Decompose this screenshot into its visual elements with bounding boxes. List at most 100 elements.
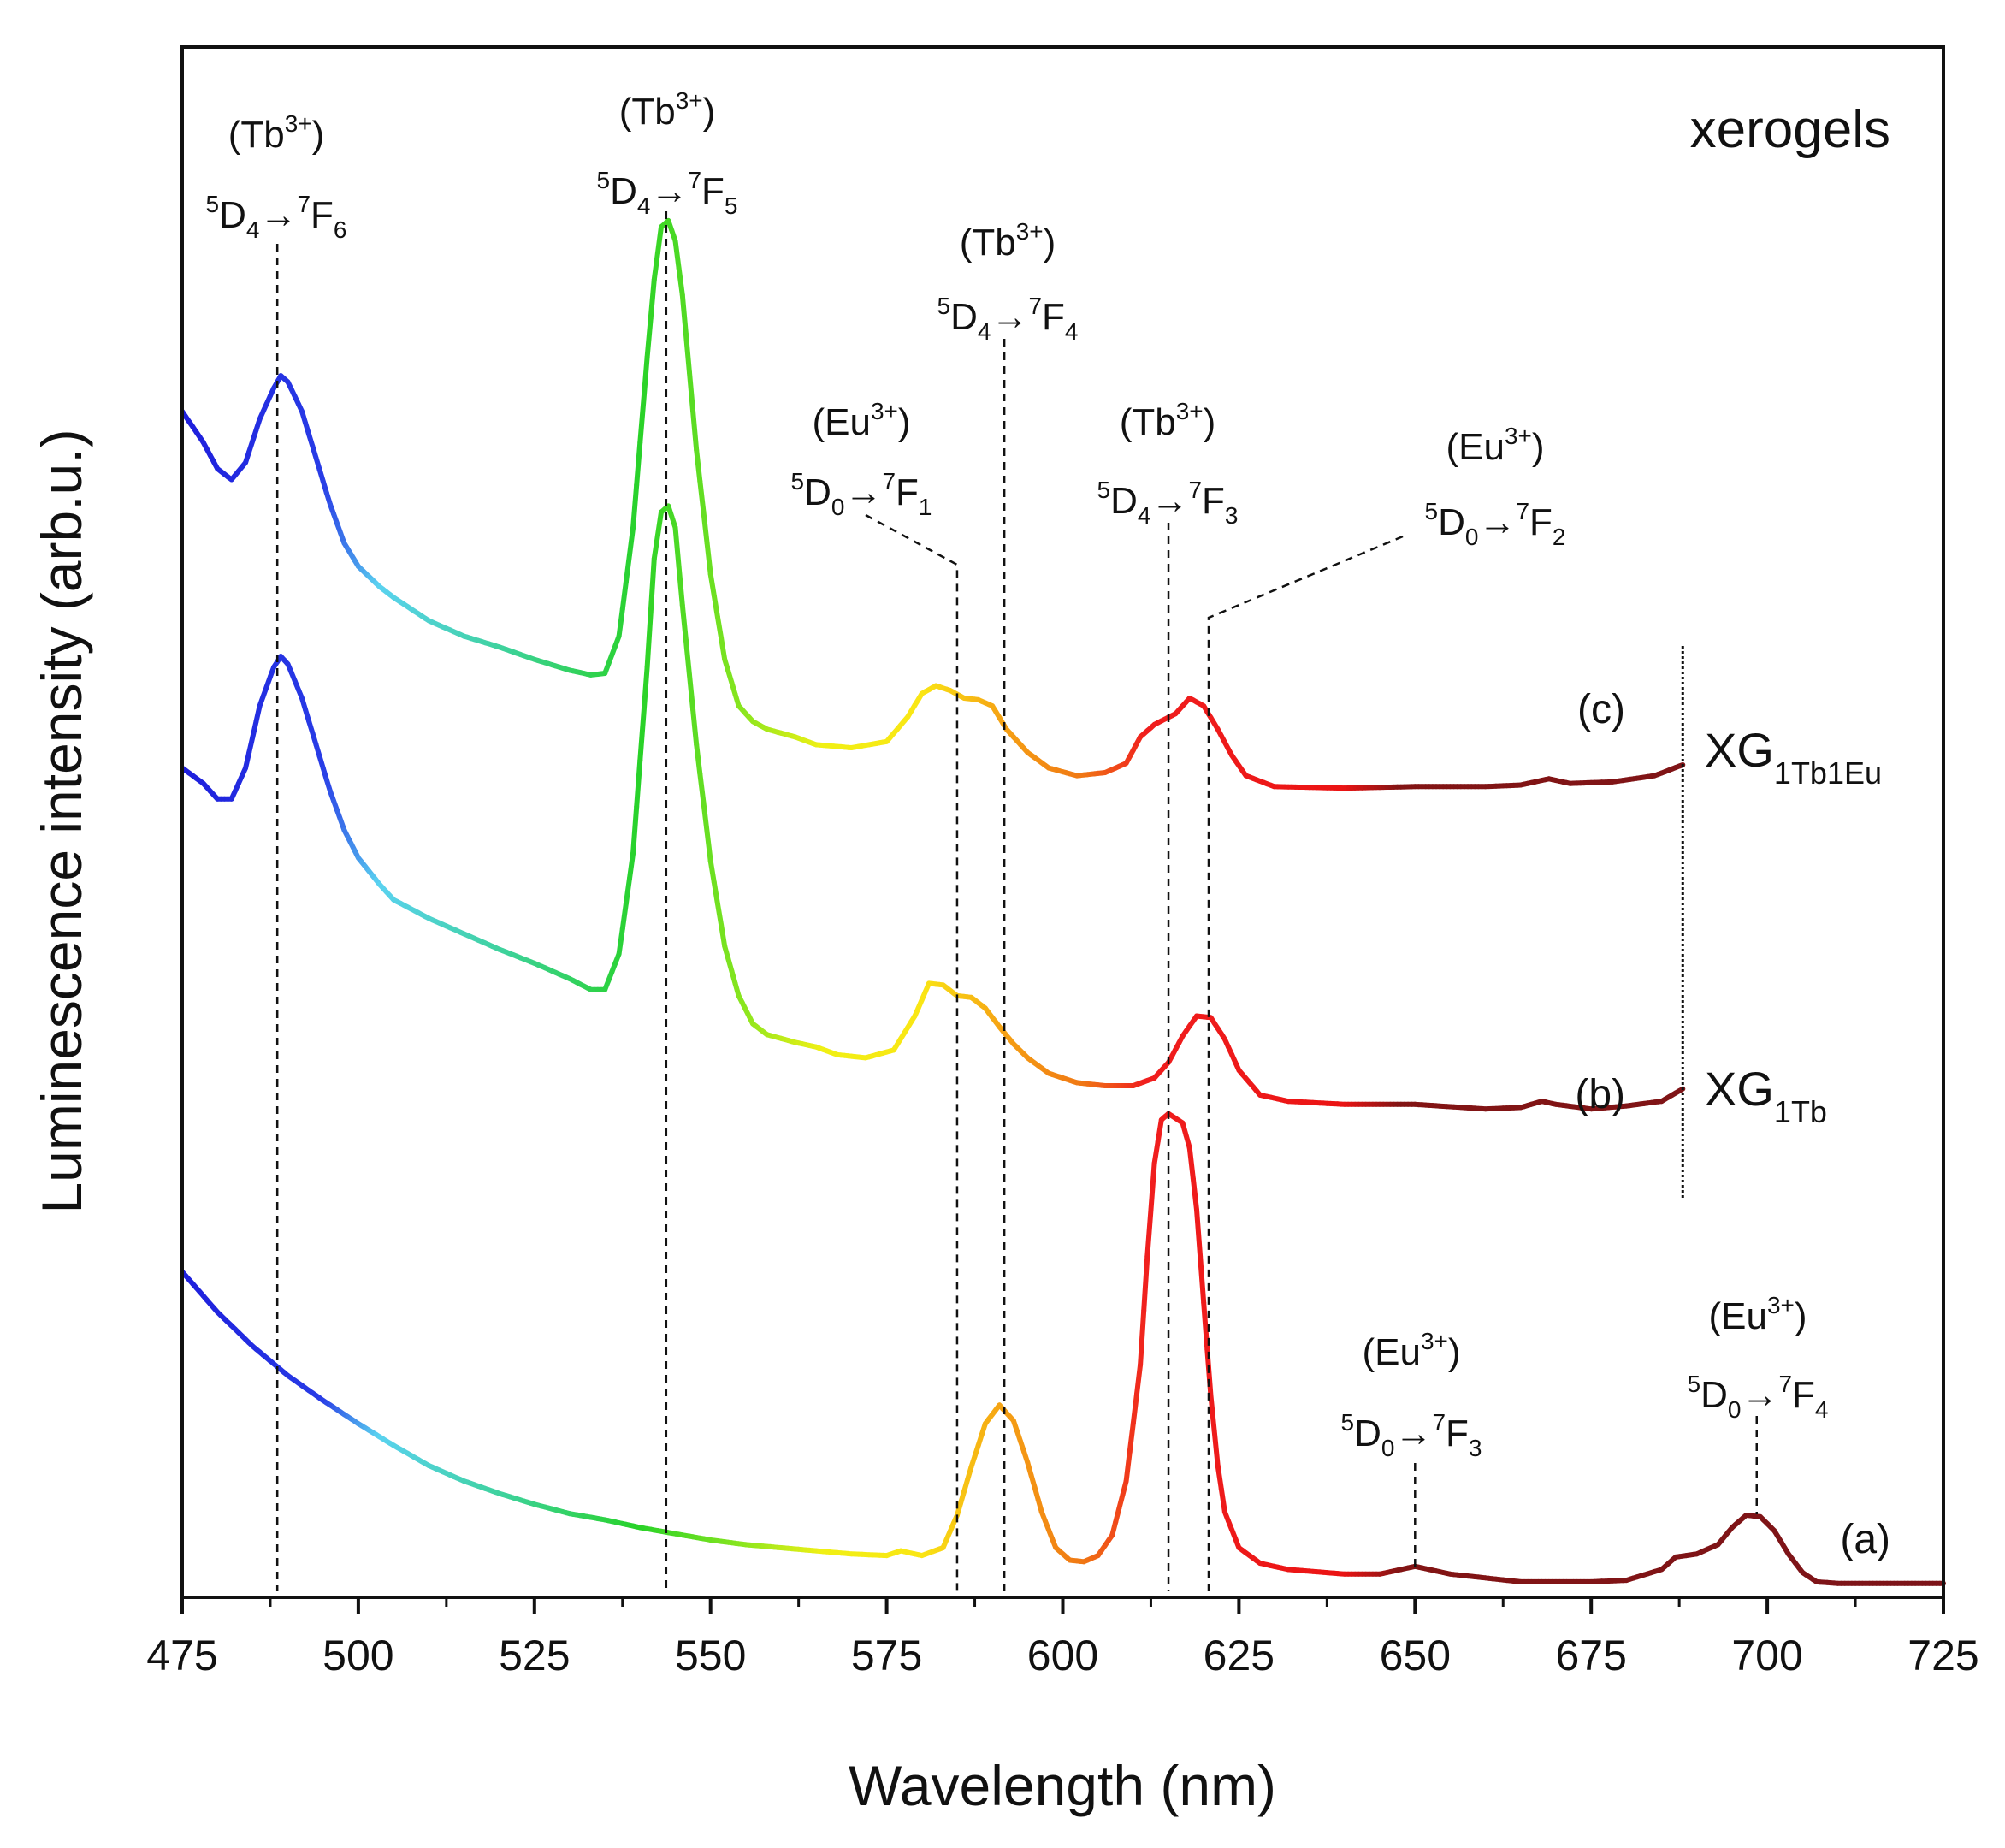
guide-lines-layer [275, 211, 1758, 1591]
series-b-segment [253, 703, 263, 725]
series-c-segment [714, 613, 725, 641]
series-a-segment [1211, 1428, 1221, 1468]
series-c-segment [676, 265, 685, 298]
series-b-segment [683, 637, 692, 678]
series-b-segment [701, 800, 710, 835]
series-c-segment [616, 606, 625, 639]
series-b-segment [641, 664, 650, 717]
series-a-segment [1190, 1176, 1199, 1212]
series-b-segment [719, 922, 728, 949]
series-b-segment [690, 707, 700, 748]
annotation-7: (Eu3+) 5D0→7F3 [1341, 1328, 1482, 1461]
panel-label: xerogels [1690, 100, 1890, 159]
annotation-transition: 5D0→7F2 [1425, 498, 1566, 550]
series-b-segment [714, 901, 725, 927]
series-b-segment [627, 850, 636, 881]
series-a-segment [1130, 1391, 1139, 1426]
x-tick-label: 550 [675, 1632, 746, 1679]
series-b-segment [637, 711, 647, 763]
series-b-segment [687, 672, 696, 713]
series-c-segment [690, 408, 700, 453]
annotation-8: (Eu3+) 5D0→7F4 [1688, 1292, 1829, 1423]
guide-eu-d0f2 [1207, 535, 1404, 1591]
series-a-segment [1186, 1145, 1196, 1182]
series-b-segment [707, 858, 717, 886]
x-tick-label: 725 [1907, 1632, 1978, 1679]
series-b-segment [623, 875, 632, 907]
series-a-segment [1144, 1207, 1154, 1259]
series-c-segment [697, 478, 707, 515]
series-c-segment [623, 552, 632, 585]
series-a-segment [1208, 1393, 1217, 1434]
series-c-segment [672, 238, 682, 271]
series-c-segment [704, 540, 713, 578]
series-a-segment [1151, 1139, 1161, 1166]
series-c-segment [707, 572, 717, 598]
x-tick-label: 575 [851, 1632, 922, 1679]
series-b-segment [672, 524, 682, 569]
series-b-segment [697, 771, 707, 806]
x-tick-label: 650 [1380, 1632, 1451, 1679]
series-b-segment [704, 829, 713, 864]
series-a-segment [1134, 1362, 1144, 1397]
annotation-6: (Eu3+) 5D0→7F2 [1425, 423, 1566, 550]
series-c-segment [630, 482, 640, 530]
series-c-line [180, 217, 1686, 791]
annotation-ion: (Eu3+) [1446, 423, 1544, 468]
series-c-name: XG1Tb1Eu [1705, 723, 1882, 791]
series-b-segment [634, 757, 643, 809]
annotation-transition: 5D4→7F4 [937, 293, 1079, 345]
series-c-segment [711, 593, 720, 619]
series-b-segment [619, 901, 629, 932]
x-axis-ticks: 475 500 525 550 575 600 625 650 675 700 725 [146, 1597, 1979, 1679]
series-a-segment [1198, 1253, 1207, 1306]
annotation-transition: 5D0→7F1 [791, 468, 932, 520]
series-a-segment [1127, 1420, 1136, 1455]
annotation-3: (Tb3+) 5D4→7F4 [937, 218, 1079, 345]
series-b-segment [246, 734, 256, 755]
series-a-segment [1194, 1207, 1204, 1259]
annotation-transition: 5D4→7F3 [1097, 477, 1239, 529]
series-c-segment [701, 509, 710, 546]
series-a-segment [1123, 1449, 1133, 1484]
series-a-segment [1218, 1486, 1227, 1515]
curves-layer [180, 217, 1946, 1586]
series-a-segment [1148, 1160, 1157, 1212]
series-c-segment [687, 370, 696, 414]
series-c-segment [627, 524, 636, 558]
labels-layer: xerogels Wavelength (nm) Luminescence in… [30, 100, 1890, 1817]
series-b-segment [250, 719, 259, 740]
x-tick-label: 475 [146, 1632, 217, 1679]
x-axis-title: Wavelength (nm) [849, 1754, 1276, 1817]
x-tick-label: 500 [322, 1632, 393, 1679]
series-c-segment [719, 635, 728, 662]
x-tick-label: 625 [1204, 1632, 1275, 1679]
series-b-segment [694, 742, 703, 777]
annotation-ion: (Tb3+) [228, 110, 325, 156]
series-a-tag: (a) [1840, 1517, 1890, 1562]
series-a-line [180, 1111, 1946, 1586]
annotation-transition: 5D0→7F4 [1688, 1371, 1829, 1423]
series-a-segment [1141, 1253, 1150, 1313]
series-b-segment [644, 610, 654, 670]
annotation-ion: (Eu3+) [1708, 1292, 1807, 1337]
x-tick-label: 525 [499, 1632, 570, 1679]
series-c-segment [654, 224, 664, 256]
series-b-tag: (b) [1575, 1072, 1625, 1117]
x-tick-label: 675 [1555, 1632, 1626, 1679]
x-tick-label: 600 [1027, 1632, 1098, 1679]
series-b-segment [651, 532, 660, 561]
series-b-segment [616, 926, 625, 957]
series-c-segment [694, 447, 703, 484]
annotation-transition: 5D4→7F6 [206, 191, 347, 243]
series-b-segment [654, 509, 664, 538]
annotation-4: (Eu3+) 5D0→7F1 [791, 398, 932, 520]
annotation-ion: (Eu3+) [812, 398, 910, 443]
guide-eu-d0f1 [865, 513, 959, 1591]
series-c-segment [651, 251, 660, 282]
annotation-transition: 5D4→7F5 [597, 167, 738, 219]
annotations-layer: (Tb3+)5D4→7F6(Tb3+)5D4→7F5(Tb3+)5D4→7F4(… [206, 87, 1829, 1461]
annotation-ion: (Eu3+) [1362, 1328, 1460, 1373]
series-a-segment [1138, 1307, 1147, 1368]
annotation-ion: (Tb3+) [1120, 398, 1216, 443]
